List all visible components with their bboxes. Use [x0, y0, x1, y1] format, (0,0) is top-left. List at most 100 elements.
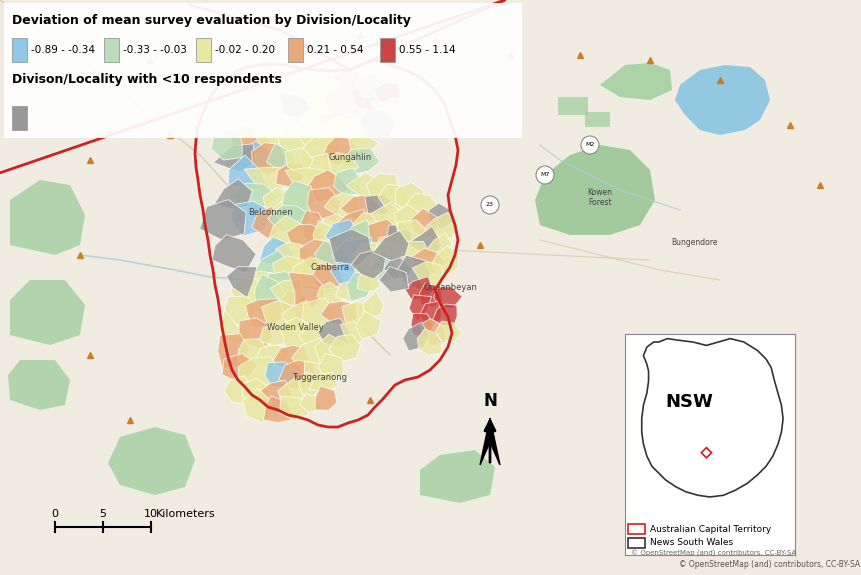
Polygon shape — [307, 187, 341, 223]
Text: 23: 23 — [486, 202, 493, 208]
Polygon shape — [257, 290, 294, 319]
Polygon shape — [238, 318, 272, 350]
Polygon shape — [259, 237, 294, 267]
Polygon shape — [224, 375, 251, 405]
Polygon shape — [371, 93, 401, 117]
Polygon shape — [272, 346, 308, 375]
Polygon shape — [674, 65, 769, 135]
Polygon shape — [329, 229, 371, 265]
Text: 10: 10 — [144, 509, 158, 519]
Bar — [628, 538, 644, 548]
Polygon shape — [424, 212, 459, 240]
Polygon shape — [393, 205, 420, 231]
Polygon shape — [480, 418, 499, 465]
Polygon shape — [290, 95, 326, 132]
Polygon shape — [350, 250, 385, 279]
Polygon shape — [411, 313, 433, 338]
Polygon shape — [355, 311, 381, 339]
FancyBboxPatch shape — [4, 3, 521, 138]
Polygon shape — [342, 301, 374, 331]
Polygon shape — [331, 237, 371, 273]
Polygon shape — [275, 242, 310, 269]
Polygon shape — [331, 68, 362, 90]
Polygon shape — [263, 271, 301, 302]
Polygon shape — [263, 396, 291, 423]
Polygon shape — [266, 144, 294, 171]
Polygon shape — [10, 280, 85, 345]
Polygon shape — [323, 86, 362, 114]
Polygon shape — [350, 78, 383, 116]
Text: © OpenStreetMap (and) contributors, CC-BY-SA: © OpenStreetMap (and) contributors, CC-B… — [678, 560, 859, 569]
Polygon shape — [410, 248, 445, 274]
Polygon shape — [432, 304, 456, 326]
Circle shape — [580, 136, 598, 154]
Polygon shape — [308, 372, 338, 392]
Polygon shape — [364, 250, 399, 281]
Polygon shape — [261, 380, 292, 411]
Polygon shape — [306, 170, 348, 202]
Polygon shape — [535, 145, 654, 235]
Polygon shape — [379, 266, 408, 292]
Polygon shape — [254, 120, 292, 148]
Polygon shape — [286, 224, 323, 246]
Polygon shape — [289, 257, 332, 286]
Polygon shape — [214, 179, 252, 209]
Polygon shape — [223, 296, 258, 327]
Polygon shape — [280, 290, 309, 320]
Polygon shape — [435, 321, 461, 342]
Polygon shape — [375, 235, 410, 260]
Polygon shape — [335, 281, 366, 301]
Polygon shape — [373, 83, 400, 108]
Polygon shape — [300, 153, 330, 182]
Polygon shape — [394, 182, 424, 212]
Polygon shape — [330, 262, 363, 289]
Polygon shape — [315, 386, 337, 411]
Polygon shape — [406, 193, 436, 223]
Polygon shape — [284, 189, 311, 210]
Text: M2: M2 — [585, 143, 594, 148]
Polygon shape — [377, 185, 408, 210]
Polygon shape — [387, 225, 412, 248]
Polygon shape — [300, 394, 322, 412]
Text: Belconnen: Belconnen — [247, 208, 292, 217]
Polygon shape — [355, 109, 395, 139]
Polygon shape — [279, 360, 316, 389]
Polygon shape — [419, 283, 442, 307]
Polygon shape — [232, 201, 271, 236]
Polygon shape — [281, 301, 312, 331]
Polygon shape — [373, 231, 408, 260]
Polygon shape — [363, 292, 383, 320]
Polygon shape — [369, 202, 405, 233]
Polygon shape — [300, 134, 341, 166]
Text: © OpenStreetMap (and) contributors, CC-BY-SA: © OpenStreetMap (and) contributors, CC-B… — [630, 550, 795, 557]
Polygon shape — [299, 240, 337, 269]
Polygon shape — [345, 172, 382, 200]
Polygon shape — [261, 300, 295, 331]
Polygon shape — [245, 271, 280, 294]
Text: N: N — [482, 392, 496, 410]
Polygon shape — [228, 155, 269, 189]
Polygon shape — [230, 126, 271, 161]
Polygon shape — [350, 242, 391, 271]
Polygon shape — [8, 360, 70, 410]
Polygon shape — [238, 141, 271, 172]
Polygon shape — [219, 310, 252, 343]
Polygon shape — [254, 250, 292, 286]
Polygon shape — [218, 334, 249, 369]
Polygon shape — [251, 206, 284, 239]
Polygon shape — [357, 269, 381, 292]
Polygon shape — [311, 114, 364, 144]
Polygon shape — [346, 272, 370, 301]
Polygon shape — [324, 193, 360, 220]
Polygon shape — [277, 378, 307, 404]
Polygon shape — [328, 335, 360, 362]
Polygon shape — [348, 135, 379, 155]
Text: Divison/Locality with <10 respondents: Divison/Locality with <10 respondents — [12, 73, 282, 86]
Polygon shape — [242, 379, 270, 404]
Polygon shape — [243, 389, 274, 423]
Polygon shape — [272, 256, 307, 288]
Text: 0.55 - 1.14: 0.55 - 1.14 — [399, 45, 455, 55]
Polygon shape — [276, 164, 307, 187]
Polygon shape — [301, 298, 336, 330]
Polygon shape — [412, 261, 443, 290]
